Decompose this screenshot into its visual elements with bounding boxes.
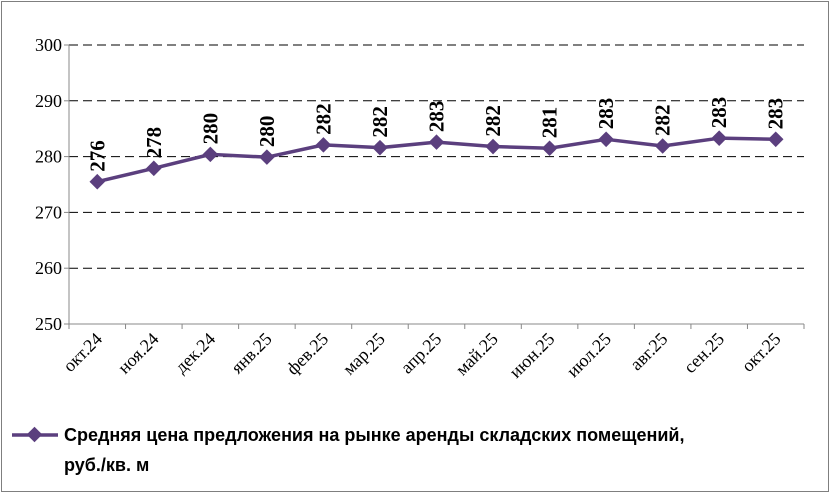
x-tick-label: окт.24 [59, 329, 106, 376]
data-point-marker [372, 139, 388, 156]
data-label: 276 [85, 140, 109, 171]
data-point-marker [767, 131, 784, 148]
data-point-marker [89, 173, 106, 190]
x-tick-label: апр.25 [397, 329, 446, 378]
data-point-marker [711, 130, 727, 146]
x-tick-label: сен.25 [680, 329, 728, 377]
x-tick-label: июн.25 [505, 329, 558, 382]
y-tick-label: 300 [35, 35, 62, 55]
data-point-marker [485, 138, 501, 155]
data-point-marker [259, 149, 275, 165]
legend-diamond-marker [26, 426, 43, 443]
data-point-marker [428, 134, 445, 150]
y-tick-label: 270 [35, 202, 62, 222]
data-label: 280 [255, 116, 279, 148]
y-tick-label: 280 [35, 147, 62, 167]
data-label: 278 [142, 127, 166, 159]
data-point-marker [598, 131, 614, 148]
x-tick-label: июл.25 [563, 329, 615, 381]
data-label: 282 [311, 103, 335, 135]
data-label: 283 [594, 98, 618, 130]
data-point-marker [315, 137, 332, 153]
data-label: 283 [707, 97, 731, 129]
legend-label-line-2: руб./кв. м [64, 455, 149, 475]
legend: Средняя цена предложения на рынке аренды… [12, 425, 684, 475]
data-point-marker [202, 146, 219, 163]
y-tick-label: 250 [35, 314, 62, 334]
data-label: 283 [425, 101, 449, 133]
x-tick-label: окт.25 [738, 329, 785, 376]
x-tick-label: янв.25 [227, 329, 276, 378]
data-label: 282 [651, 104, 675, 136]
y-tick-label: 290 [35, 91, 62, 111]
data-point-marker [146, 160, 162, 177]
y-tick-label: 260 [35, 258, 62, 278]
x-tick-label: май.25 [451, 329, 501, 379]
data-label: 282 [481, 105, 505, 137]
x-tick-label: дек.24 [171, 329, 219, 377]
x-tick-label: ноя.24 [114, 329, 163, 378]
data-point-marker [654, 138, 671, 154]
x-tick-label: авг.25 [626, 329, 671, 374]
x-tick-label: мар.25 [339, 329, 389, 379]
data-label: 281 [538, 107, 562, 139]
data-point-marker [541, 140, 558, 157]
data-label: 282 [368, 106, 392, 138]
legend-label-line-1: Средняя цена предложения на рынке аренды… [64, 425, 684, 445]
data-label: 280 [198, 113, 222, 145]
data-label: 283 [764, 98, 788, 130]
x-tick-label: фев.25 [282, 329, 332, 379]
